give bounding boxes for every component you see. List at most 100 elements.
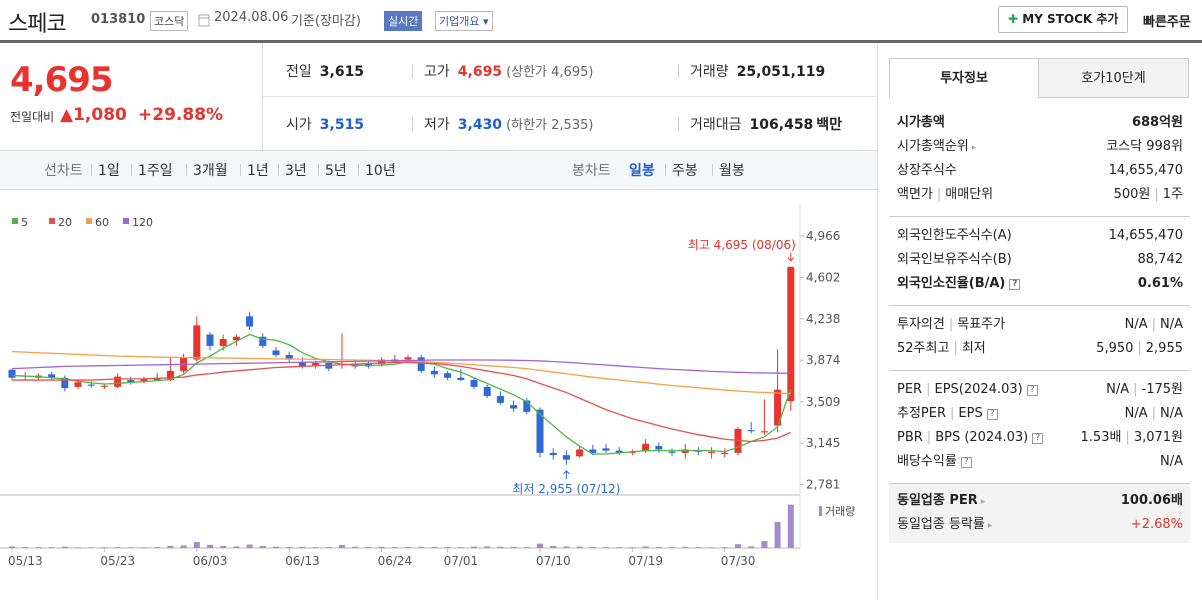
help-icon[interactable]: ? — [960, 457, 972, 468]
info-label: 시가총액 — [897, 111, 945, 135]
separator: | — [1154, 187, 1159, 202]
stock-name: 스페코 — [8, 12, 67, 37]
label-text: 배당수익률 — [897, 454, 957, 469]
separator: | — [1151, 317, 1156, 332]
candle-body — [74, 382, 82, 387]
info-value: 88,742 — [1138, 248, 1184, 272]
mystock-button[interactable]: ✚ MY STOCK 추가 — [998, 6, 1129, 33]
stock-code: 013810 — [91, 12, 146, 27]
summary-value: 25,051,119 — [736, 64, 826, 80]
volume-bar — [193, 541, 200, 548]
info-label: 동일업종 PER ▸ — [897, 489, 985, 513]
panel-divider — [877, 43, 878, 600]
info-value: 5,950 | 2,955 — [1096, 337, 1183, 361]
candle-body — [589, 449, 597, 453]
x-tick-label: 06/24 — [378, 554, 413, 568]
candle-tab[interactable]: 주봉 — [665, 160, 698, 180]
candle-body — [404, 357, 412, 360]
candle-body — [417, 357, 425, 371]
label-text: 외국인보유주식수(B) — [897, 252, 1012, 267]
info-row: 시가총액순위 ▸ 코스닥 998위 — [889, 135, 1190, 159]
info-value: +2.68% — [1131, 513, 1183, 537]
candle-body — [615, 450, 623, 453]
candle-body — [642, 443, 650, 451]
value-text: -175원 — [1141, 382, 1183, 397]
label-text: 외국인소진율(B/A) — [897, 276, 1006, 291]
realtime-badge[interactable]: 실시간 — [384, 11, 423, 31]
info-value: 500원 | 1주 — [1114, 183, 1183, 207]
legend-label: 20 — [58, 216, 72, 229]
candle-body — [48, 374, 56, 378]
x-tick-label: 07/01 — [444, 554, 479, 568]
info-label: 외국인소진율(B/A)? — [897, 272, 1021, 296]
candle-body — [668, 451, 676, 453]
candle-body — [549, 452, 557, 456]
volume-bar — [774, 522, 781, 548]
ma-line — [12, 361, 792, 443]
summary-box — [262, 43, 877, 150]
candle-body — [787, 266, 795, 402]
candle-body — [166, 370, 174, 381]
candle-body — [470, 380, 478, 387]
period-tab[interactable]: 3개월 — [186, 160, 228, 180]
volume-bar — [405, 546, 411, 548]
info-tab[interactable]: 호가10단계 — [1039, 58, 1189, 98]
ma-line — [11, 350, 791, 395]
info-tab[interactable]: 투자정보 — [889, 58, 1039, 98]
period-tab[interactable]: 1년 — [240, 160, 269, 180]
volume-bar — [589, 546, 596, 548]
info-label: 동일업종 등락률 ▸ — [897, 513, 992, 537]
help-icon[interactable]: ? — [1009, 279, 1021, 290]
label-text: PBR — [897, 430, 923, 445]
info-label: 시가총액순위 ▸ — [897, 135, 976, 159]
volume-bar — [61, 546, 68, 548]
change-rate: +29.88% — [138, 105, 224, 125]
info-value: 코스닥 998위 — [1106, 135, 1183, 159]
help-icon[interactable]: ? — [1026, 385, 1038, 396]
info-value: N/A | -175원 — [1106, 378, 1183, 402]
candle-body — [457, 377, 465, 381]
period-tab[interactable]: 1주일 — [131, 160, 173, 180]
period-tab[interactable]: 3년 — [278, 160, 307, 180]
volume-label: 거래량 — [825, 505, 855, 518]
candle-tab[interactable]: 월봉 — [712, 160, 745, 180]
help-icon[interactable]: ? — [986, 409, 998, 420]
info-body: 시가총액 688억원 시가총액순위 ▸ 코스닥 998위 상장주식수 14,655,470 액… — [889, 104, 1190, 543]
info-row: 동일업종 등락률 ▸ +2.68% — [889, 513, 1190, 537]
volume-bar — [735, 544, 741, 548]
candle-body — [562, 455, 570, 460]
label-text: 52주최고 — [897, 341, 950, 356]
y-tick-label: 4,602 — [806, 270, 840, 284]
help-icon[interactable]: ? — [1032, 433, 1044, 444]
info-row: 액면가 | 매매단위 500원 | 1주 — [889, 183, 1190, 207]
value-text: N/A — [1160, 454, 1183, 469]
info-row: 투자의견 | 목표주가 N/A | N/A — [889, 313, 1190, 337]
date: 2024.08.06 — [214, 10, 289, 25]
label-text: 액면가 — [897, 187, 933, 202]
candle-tab[interactable]: 일봉 — [629, 163, 655, 179]
current-price: 4,695 — [10, 60, 114, 100]
separator — [412, 117, 413, 131]
info-label: 투자의견 | 목표주가 — [897, 313, 1005, 337]
volume-bar — [299, 546, 306, 548]
label-text: 투자의견 — [897, 317, 945, 332]
summary-label: 거래대금 — [690, 117, 742, 133]
volume-bar — [22, 546, 29, 548]
period-tab[interactable]: 1일 — [91, 160, 120, 180]
annotation-arrowhead — [787, 257, 795, 262]
candle-body — [536, 409, 544, 453]
period-tab[interactable]: 10년 — [358, 160, 396, 180]
x-tick-label: 06/13 — [285, 554, 320, 568]
overview-button[interactable]: 기업개요 ▾ — [435, 11, 493, 31]
candle-body — [61, 377, 69, 389]
period-tab[interactable]: 5년 — [318, 160, 347, 180]
info-row: 시가총액 688억원 — [889, 111, 1190, 135]
volume-bar — [787, 504, 794, 548]
label-text: 목표주가 — [957, 317, 1006, 332]
volume-legend-swatch — [819, 506, 822, 516]
volume-bar — [233, 546, 240, 548]
quick-order[interactable]: 빠른주문 — [1143, 15, 1191, 30]
label-text: 상장주식수 — [897, 163, 957, 178]
candle-body — [127, 380, 135, 383]
change-label: 전일대비 — [10, 110, 55, 124]
